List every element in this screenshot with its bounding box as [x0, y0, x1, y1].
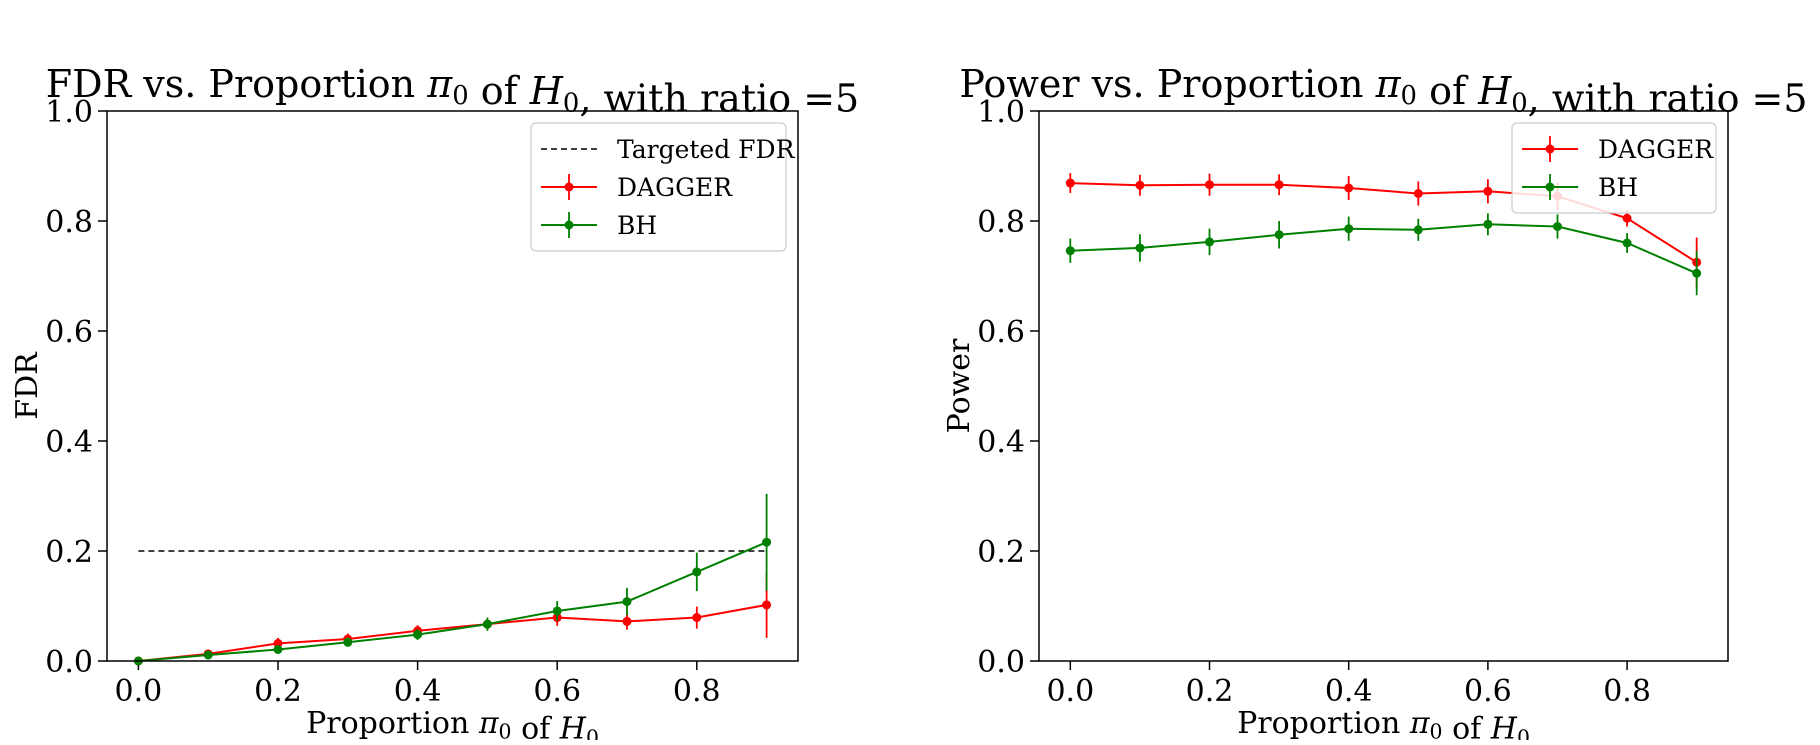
legend: Targeted FDR DAGGER BH: [530, 122, 796, 252]
series-dagger: [133, 571, 772, 666]
data-point-bh: [622, 597, 632, 607]
x-tick-label: 0.2: [1186, 674, 1234, 709]
x-axis-label: Proportion π0 of H0: [1237, 706, 1530, 740]
legend-swatch-marker: [564, 220, 574, 230]
chart-panel-2: Power vs. Proportion π0 of H0, with rati…: [942, 62, 1808, 745]
series-line-bh: [1070, 223, 1698, 275]
data-point-bh: [1065, 246, 1075, 256]
x-tick-label: 0.2: [254, 674, 302, 709]
x-tick-label: 0.0: [115, 674, 163, 709]
data-point-bh: [692, 567, 702, 577]
data-point-bh: [343, 637, 353, 647]
data-point-bh: [1413, 225, 1423, 235]
series-bh: [1065, 213, 1702, 296]
x-tick-label: 0.8: [673, 674, 721, 709]
data-point-bh: [1552, 222, 1562, 231]
data-point-bh: [1622, 238, 1632, 248]
y-tick-label: 0.0: [977, 645, 1025, 680]
y-tick-label: 1.0: [45, 95, 93, 130]
legend-box: [530, 122, 787, 252]
y-tick-label: 0.6: [977, 315, 1025, 350]
y-axis-label: Power: [942, 338, 977, 433]
x-tick-label: 0.8: [1603, 674, 1651, 709]
legend-swatch-marker: [564, 182, 574, 192]
legend-label: DAGGER: [617, 173, 733, 202]
data-point-bh: [552, 606, 562, 616]
data-point-dagger: [1065, 178, 1075, 188]
data-point-bh: [762, 537, 772, 547]
x-tick-label: 0.4: [1325, 674, 1373, 709]
data-point-bh: [1344, 224, 1354, 234]
legend-label: Targeted FDR: [617, 135, 796, 164]
y-tick-label: 0.6: [45, 315, 93, 350]
data-point-dagger: [762, 600, 772, 610]
chart-title: FDR vs. Proportion π0 of H0, with ratio …: [46, 62, 859, 120]
y-tick-label: 0.8: [977, 205, 1025, 240]
chart-title: Power vs. Proportion π0 of H0, with rati…: [959, 62, 1807, 120]
series-line-bh: [138, 541, 767, 662]
legend: DAGGER BH: [1511, 122, 1717, 214]
data-point-dagger: [1344, 183, 1354, 193]
x-tick-label: 0.0: [1046, 674, 1094, 709]
legend-swatch-marker: [1545, 182, 1555, 192]
y-tick-label: 0.2: [977, 535, 1025, 570]
data-point-bh: [482, 619, 492, 629]
data-point-bh: [1692, 268, 1702, 278]
legend-box: [1511, 122, 1717, 214]
data-point-bh: [413, 630, 423, 640]
legend-label: BH: [1598, 173, 1638, 202]
x-axis-label: Proportion π0 of H0: [306, 706, 599, 740]
legend-swatch-marker: [1545, 144, 1555, 154]
y-tick-label: 1.0: [977, 95, 1025, 130]
data-point-bh: [273, 644, 283, 654]
data-point-bh: [203, 650, 213, 660]
y-axis-label: FDR: [10, 351, 45, 420]
y-tick-label: 0.0: [45, 645, 93, 680]
chart-panel-1: FDR vs. Proportion π0 of H0, with ratio …: [10, 62, 859, 745]
legend-label: DAGGER: [1598, 135, 1714, 164]
y-tick-label: 0.4: [977, 425, 1025, 460]
data-point-bh: [1135, 243, 1145, 253]
legend-label: BH: [617, 211, 657, 240]
data-point-dagger: [692, 613, 702, 623]
data-point-dagger: [1135, 180, 1145, 190]
y-tick-label: 0.8: [45, 205, 93, 240]
y-tick-label: 0.2: [45, 535, 93, 570]
data-point-dagger: [1483, 186, 1493, 196]
data-point-dagger: [1622, 213, 1632, 223]
data-point-dagger: [622, 616, 632, 626]
data-point-dagger: [1413, 189, 1423, 198]
x-tick-label: 0.6: [533, 674, 581, 709]
data-point-bh: [1205, 237, 1215, 247]
series-bh: [133, 493, 772, 666]
x-tick-label: 0.6: [1464, 674, 1512, 709]
plot-frame: [1038, 110, 1729, 662]
data-point-dagger: [1274, 180, 1284, 190]
y-tick-label: 0.4: [45, 425, 93, 460]
data-point-bh: [1274, 230, 1284, 240]
series-line-dagger: [138, 603, 767, 662]
plot-frame: [106, 110, 799, 662]
x-tick-label: 0.4: [394, 674, 442, 709]
data-point-dagger: [1205, 180, 1215, 190]
data-point-bh: [1483, 219, 1493, 229]
